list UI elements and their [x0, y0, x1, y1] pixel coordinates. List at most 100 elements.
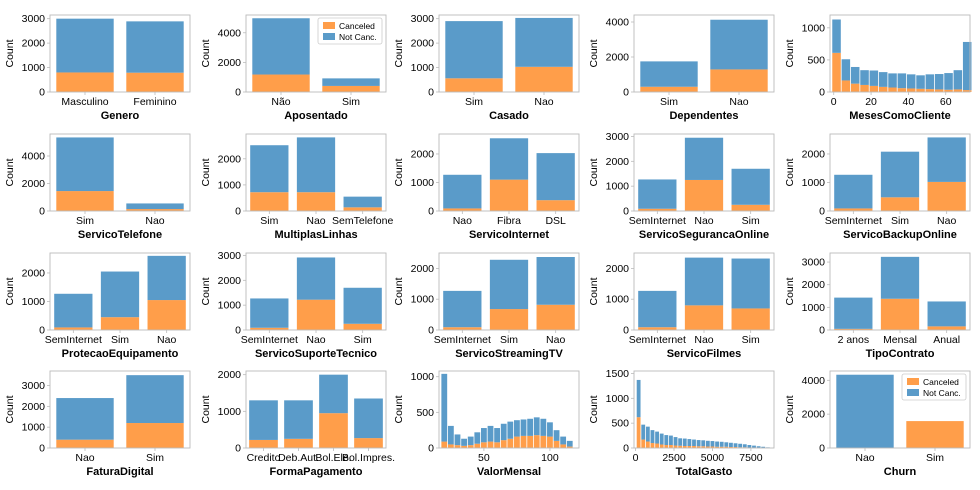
bar-seminternet-canceled [638, 208, 677, 211]
hist-bin-not-canceled [888, 73, 897, 88]
bar-nao-not-canceled [126, 203, 184, 210]
legend-label-not-canceled: Not Canc. [923, 388, 961, 398]
y-tick-label: 0 [39, 443, 45, 455]
y-axis-label: Count [393, 395, 405, 423]
hist-bin-not-canceled [507, 421, 514, 439]
panel-multiplaslinhas: Sim Nao SemTelefone 0 1000 2000 MultiplasLinha… [200, 133, 393, 241]
hist-bin-canceled [925, 89, 935, 92]
bar-sim-canceled [322, 85, 380, 92]
y-tick-label: 1000 [606, 181, 630, 193]
bar-dsl-canceled [536, 200, 575, 211]
y-tick-label: 0 [819, 206, 825, 218]
hist-bin-not-canceled [925, 74, 935, 90]
y-tick-label: 500 [611, 418, 629, 430]
hist-bin-not-canceled [678, 438, 683, 446]
bar-não-not-canceled [252, 18, 310, 75]
bar-nao-not-canceled [684, 137, 724, 180]
x-tick-label: Sim [742, 334, 760, 346]
y-tick-label: 2000 [22, 38, 46, 50]
bar-nao-not-canceled [836, 374, 894, 448]
hist-bin-not-canceled [636, 379, 641, 418]
y-tick-label: 0 [39, 206, 45, 218]
y-tick-label: 2000 [218, 57, 242, 69]
hist-bin-not-canceled [547, 422, 553, 437]
hist-bin-not-canceled [747, 445, 752, 448]
plot-frame [438, 252, 580, 331]
x-tick-label: Nao [453, 215, 472, 227]
x-tick-label: Bol.Impres. [342, 452, 395, 464]
x-tick-label: Nao [157, 334, 176, 346]
bar-seminternet-not-canceled [250, 298, 289, 328]
hist-bin-canceled [850, 83, 860, 92]
bar-nao-canceled [927, 181, 966, 211]
panel-servicostreamingtv: SemInternet Sim Nao 0 1000 2000 ServicoStreami… [393, 252, 580, 360]
x-tick-label: Nao [694, 215, 713, 227]
bar-nao-canceled [147, 300, 186, 330]
x-tick-label: SemTelefone [332, 215, 393, 227]
y-tick-label: 0 [428, 87, 434, 99]
y-axis-label: Count [200, 395, 212, 423]
y-tick-label: 4000 [606, 17, 630, 29]
x-tick-label: Sim [465, 96, 483, 108]
panel-servicosegurancaonline: SemInternet Nao Sim 0 1000 2000 3000 ServicoSeg… [588, 131, 775, 241]
y-axis-label: Count [4, 158, 16, 186]
legend-label-not-canceled: Not Canc. [339, 32, 377, 42]
y-tick-label: 2000 [802, 148, 826, 160]
x-axis-label: ServicoInternet [469, 229, 549, 241]
plot-frame [49, 252, 191, 331]
hist-bin-not-canceled [487, 425, 494, 442]
hist-bin-canceled [507, 438, 514, 448]
hist-bin-canceled [641, 439, 646, 448]
y-tick-label: 1000 [218, 406, 242, 418]
legend-swatch-not-canceled [907, 389, 919, 396]
hist-bin-not-canceled [953, 70, 963, 90]
bar-masculino-not-canceled [56, 18, 114, 73]
x-axis-label: ServicoSegurancaOnline [639, 229, 769, 241]
y-tick-label: 1000 [606, 294, 630, 306]
panel-servicosuportetecnico: SemInternet Nao Sim 0 1000 2000 3000 ServicoSup… [200, 250, 387, 360]
hist-bin-canceled [696, 446, 701, 448]
x-axis-label: ServicoFilmes [667, 348, 742, 360]
y-axis-label: Count [588, 39, 600, 67]
bar-2 anos-not-canceled [834, 297, 873, 329]
bar-dsl-not-canceled [536, 153, 575, 201]
y-tick-label: 1000 [411, 62, 435, 74]
bar-nao-not-canceled [296, 257, 336, 300]
y-tick-label: 500 [416, 407, 434, 419]
hist-bin-canceled [520, 435, 527, 448]
bar-sim-canceled [640, 86, 698, 92]
hist-bin-not-canceled [742, 444, 747, 448]
y-axis-label: Count [588, 158, 600, 186]
y-tick-label: 2000 [218, 369, 242, 381]
y-axis-label: Count [784, 39, 796, 67]
hist-bin-canceled [527, 435, 534, 448]
y-tick-label: 0 [819, 325, 825, 337]
y-tick-label: 2000 [218, 275, 242, 287]
legend-swatch-canceled [323, 22, 335, 29]
x-tick-label: Sim [342, 96, 360, 108]
panel-casado: Sim Nao 0 1000 2000 3000 Casado Count [393, 13, 580, 122]
y-tick-label: 1000 [218, 300, 242, 312]
hist-bin-not-canceled [710, 441, 715, 447]
plot-frame [633, 370, 775, 449]
x-tick-label: Nao [534, 96, 553, 108]
x-tick-label: 7500 [739, 452, 763, 464]
x-tick-label: Nao [306, 334, 325, 346]
hist-bin-not-canceled [724, 442, 729, 447]
bar-nao-canceled [56, 439, 114, 448]
bar-nao-canceled [296, 192, 336, 211]
hist-bin-canceled [487, 441, 494, 448]
hist-bin-not-canceled [687, 439, 692, 447]
x-tick-label: 0 [831, 96, 837, 108]
hist-bin-not-canceled [934, 74, 944, 90]
y-tick-label: 0 [819, 87, 825, 99]
bar-sim-not-canceled [126, 375, 184, 424]
plot-frame [245, 370, 387, 449]
y-tick-label: 0 [428, 206, 434, 218]
hist-bin-canceled [869, 85, 879, 92]
y-tick-label: 0 [623, 87, 629, 99]
x-tick-label: DSL [545, 215, 566, 227]
hist-bin-not-canceled [719, 441, 724, 447]
bar-sim-canceled [343, 323, 382, 330]
